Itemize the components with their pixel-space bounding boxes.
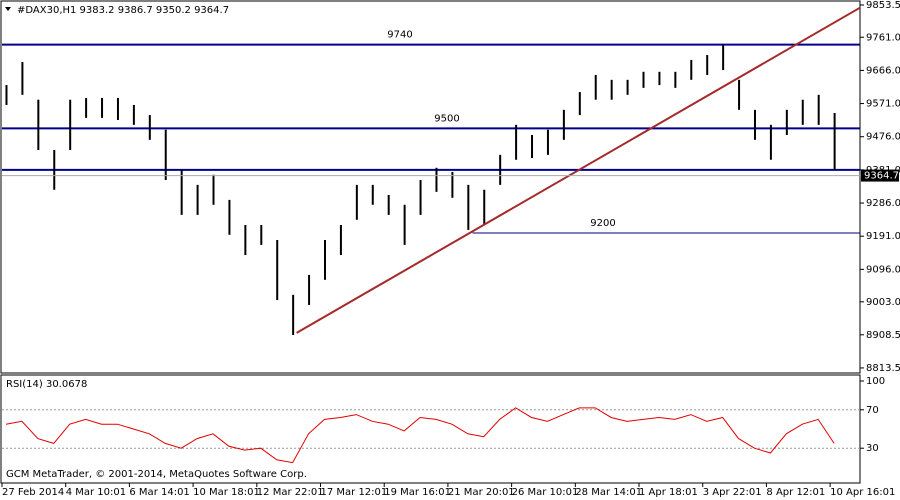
y-tick-label: 9003.0	[866, 297, 900, 308]
last-price-label: 9364.7	[864, 171, 899, 182]
x-tick-label: 26 Mar 10:01	[512, 487, 579, 498]
x-tick-label: 6 Mar 14:01	[129, 487, 189, 498]
main-frame	[0, 0, 861, 374]
y-tick-label: 9666.0	[866, 65, 900, 76]
y-tick-label: 70	[866, 405, 879, 416]
y-tick-label: 9476.0	[866, 132, 900, 143]
y-tick-label: 100	[866, 376, 885, 387]
x-tick-label: 19 Mar 16:01	[384, 487, 451, 498]
x-tick-label: 4 Mar 10:01	[66, 487, 126, 498]
x-tick-label: 17 Mar 12:01	[321, 487, 388, 498]
level-label: 9500	[434, 113, 459, 124]
x-tick-label: 1 Apr 18:01	[639, 487, 698, 498]
rsi-frame	[0, 374, 861, 484]
y-tick-label: 30	[866, 443, 879, 454]
y-tick-label: 8813.5	[866, 363, 900, 374]
x-tick-label: 28 Mar 14:01	[575, 487, 642, 498]
footer: GCM MetaTrader, © 2001-2014, MetaQuotes …	[6, 469, 307, 480]
trendline	[296, 7, 861, 334]
y-tick-label: 9761.0	[866, 32, 900, 43]
chart-title: #DAX30,H1 9383.2 9386.7 9350.2 9364.7	[17, 5, 229, 16]
x-tick-label: 10 Apr 16:01	[830, 487, 895, 498]
x-tick-label: 21 Mar 20:01	[448, 487, 515, 498]
x-tick-label: 3 Apr 22:01	[703, 487, 762, 498]
y-tick-label: 9096.0	[866, 264, 900, 275]
menu-arrow[interactable]	[5, 7, 11, 11]
level-label: 9200	[590, 218, 615, 229]
level-label: 9740	[387, 30, 412, 41]
y-tick-label: 9853.5	[866, 0, 900, 11]
rsi-title: RSI(14) 30.0678	[6, 379, 87, 390]
x-tick-label: 27 Feb 2014	[2, 487, 64, 498]
x-tick-label: 12 Mar 22:01	[257, 487, 324, 498]
last-price-box	[861, 169, 899, 182]
y-tick-label: 9286.0	[866, 198, 900, 209]
y-tick-label: 8908.5	[866, 330, 900, 341]
y-tick-label: 9571.0	[866, 99, 900, 110]
x-tick-label: 8 Apr 12:01	[766, 487, 825, 498]
x-tick-label: 10 Mar 18:01	[193, 487, 260, 498]
rsi-line	[5, 407, 835, 464]
y-tick-label: 9191.0	[866, 231, 900, 242]
